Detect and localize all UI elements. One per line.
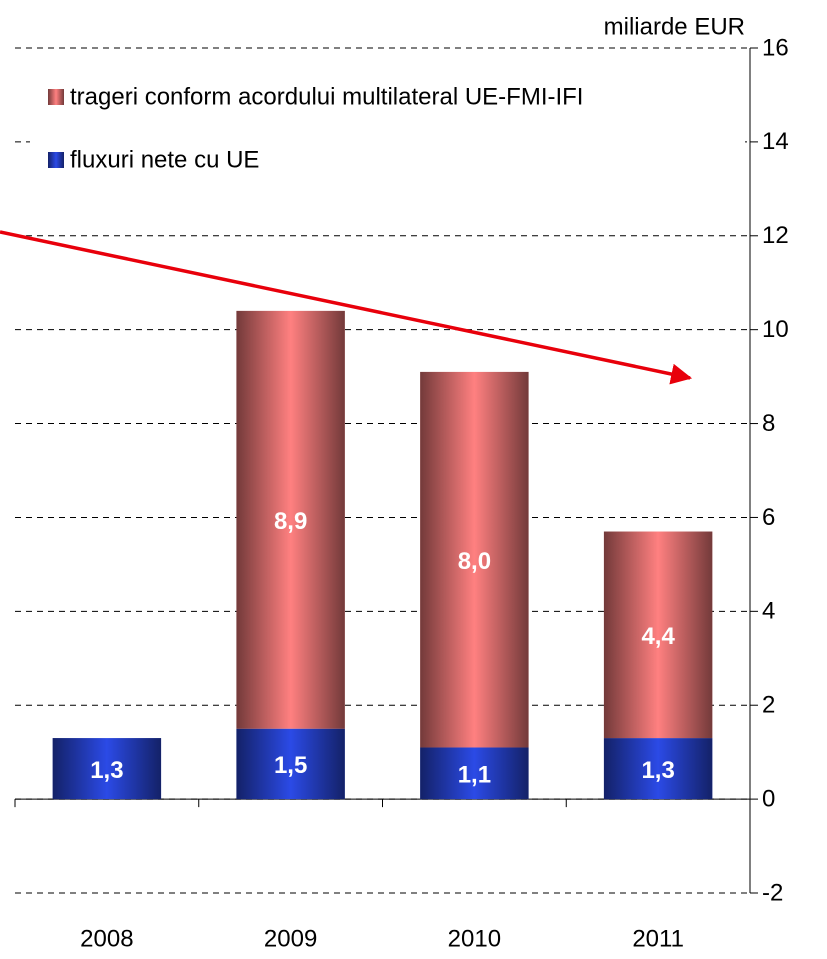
y-tick-label: 14 <box>762 128 789 155</box>
x-tick-label: 2011 <box>632 925 684 952</box>
legend-background <box>30 65 745 185</box>
y-tick-label: 8 <box>762 410 775 437</box>
data-label: 8,9 <box>274 508 307 535</box>
unit-label: miliarde EUR <box>604 13 745 40</box>
x-tick-label: 2010 <box>448 925 501 952</box>
bar-shade <box>236 728 345 800</box>
y-tick-label: 12 <box>762 222 789 249</box>
data-label: 8,0 <box>458 548 491 575</box>
bar-shade <box>420 371 529 748</box>
bar-shade <box>603 531 713 739</box>
y-tick-label: 16 <box>762 34 789 61</box>
legend-swatch-shade <box>48 89 64 105</box>
bar-shade <box>420 747 529 800</box>
legend-label: trageri conform acordului multilateral U… <box>70 83 583 110</box>
y-tick-label: -2 <box>762 879 783 906</box>
bar-shade <box>52 738 162 800</box>
data-label: 1,5 <box>274 752 307 779</box>
legend-swatch-shade <box>48 152 64 168</box>
y-tick-label: 0 <box>762 785 775 812</box>
bar-shade <box>236 310 345 729</box>
data-label: 4,4 <box>641 623 675 650</box>
y-tick-label: 10 <box>762 316 789 343</box>
y-tick-label: 2 <box>762 692 775 719</box>
data-label: 1,3 <box>641 757 674 784</box>
bar-shade <box>603 738 713 800</box>
y-tick-label: 6 <box>762 504 775 531</box>
y-tick-label: 4 <box>762 598 775 625</box>
x-tick-label: 2008 <box>80 925 133 952</box>
data-label: 1,1 <box>458 762 491 789</box>
data-label: 1,3 <box>90 757 123 784</box>
legend-label: fluxuri nete cu UE <box>70 146 259 173</box>
trend-arrow <box>0 230 693 385</box>
x-tick-label: 2009 <box>264 925 317 952</box>
